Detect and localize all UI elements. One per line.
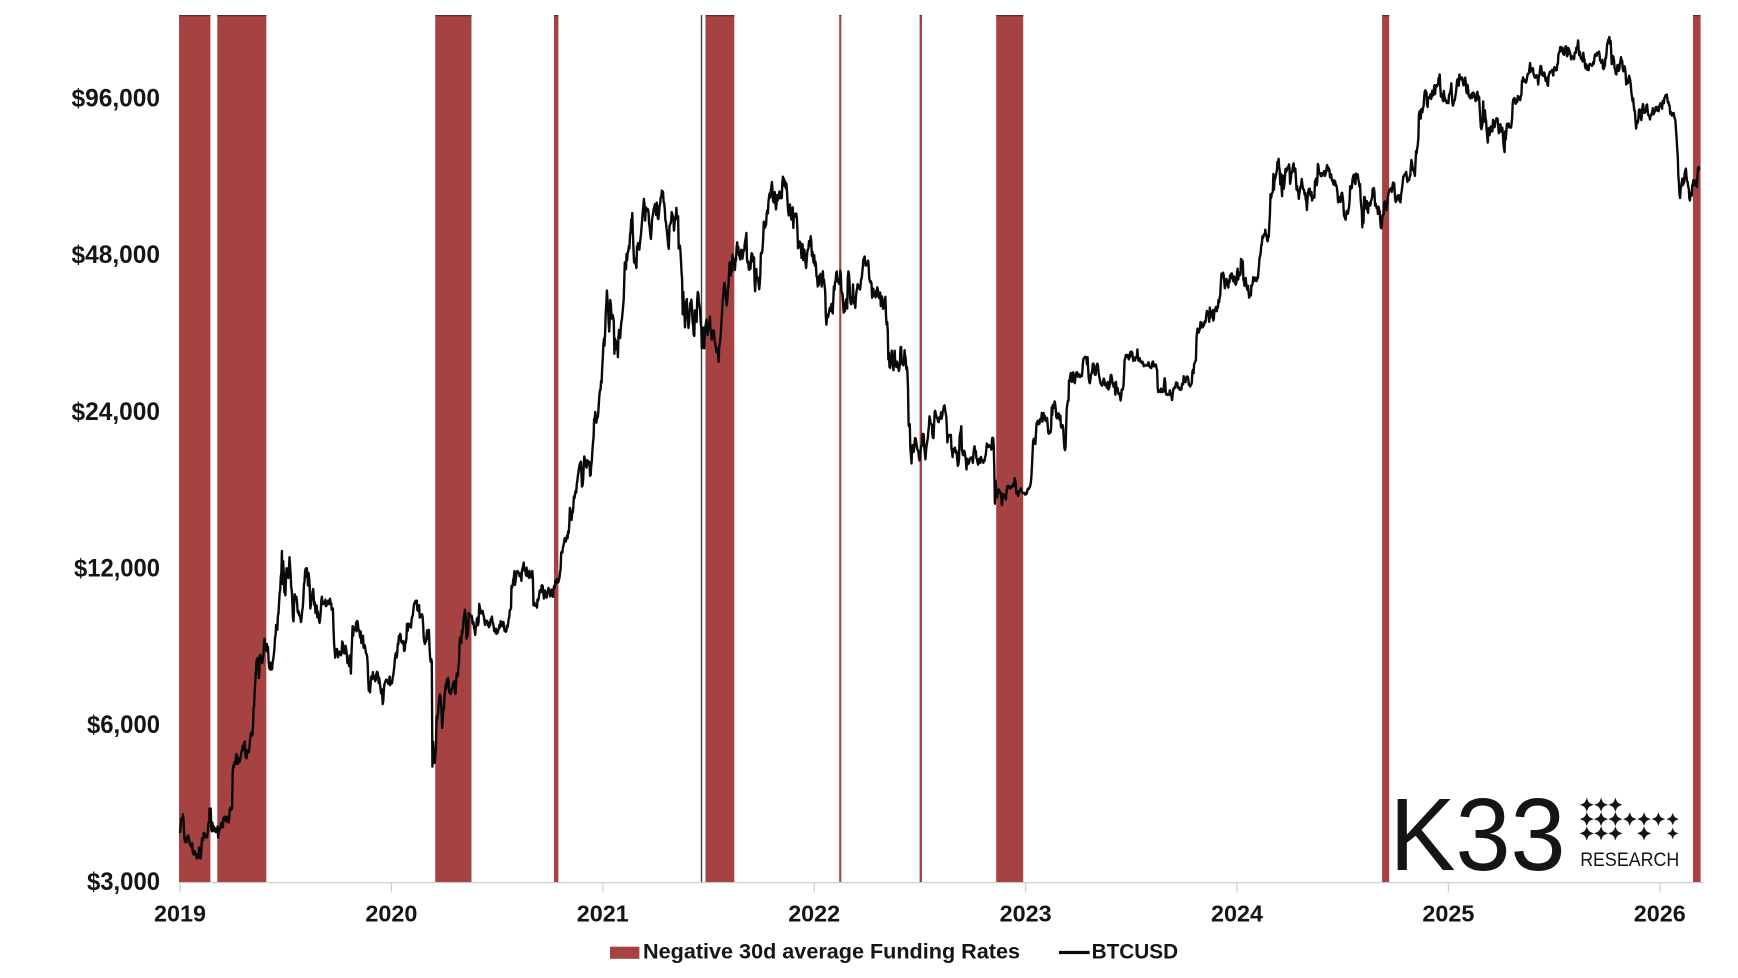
svg-text:$3,000: $3,000 (87, 868, 160, 896)
svg-text:BTCUSD: BTCUSD (1092, 940, 1179, 964)
svg-text:$24,000: $24,000 (72, 398, 161, 426)
svg-text:2020: 2020 (365, 901, 417, 927)
svg-text:$96,000: $96,000 (72, 84, 161, 112)
svg-text:2019: 2019 (154, 901, 206, 927)
svg-text:Negative 30d average Funding R: Negative 30d average Funding Rates (643, 940, 1020, 964)
svg-text:2022: 2022 (788, 901, 840, 927)
svg-text:2023: 2023 (1000, 901, 1052, 927)
svg-text:$6,000: $6,000 (87, 711, 160, 739)
svg-text:2024: 2024 (1211, 901, 1263, 927)
svg-text:2026: 2026 (1634, 901, 1686, 927)
svg-text:2025: 2025 (1422, 901, 1474, 927)
svg-text:$12,000: $12,000 (74, 555, 160, 583)
svg-text:K33: K33 (1390, 777, 1566, 892)
svg-text:RESEARCH: RESEARCH (1580, 849, 1679, 871)
svg-text:2021: 2021 (577, 901, 629, 927)
svg-text:$48,000: $48,000 (72, 241, 161, 269)
